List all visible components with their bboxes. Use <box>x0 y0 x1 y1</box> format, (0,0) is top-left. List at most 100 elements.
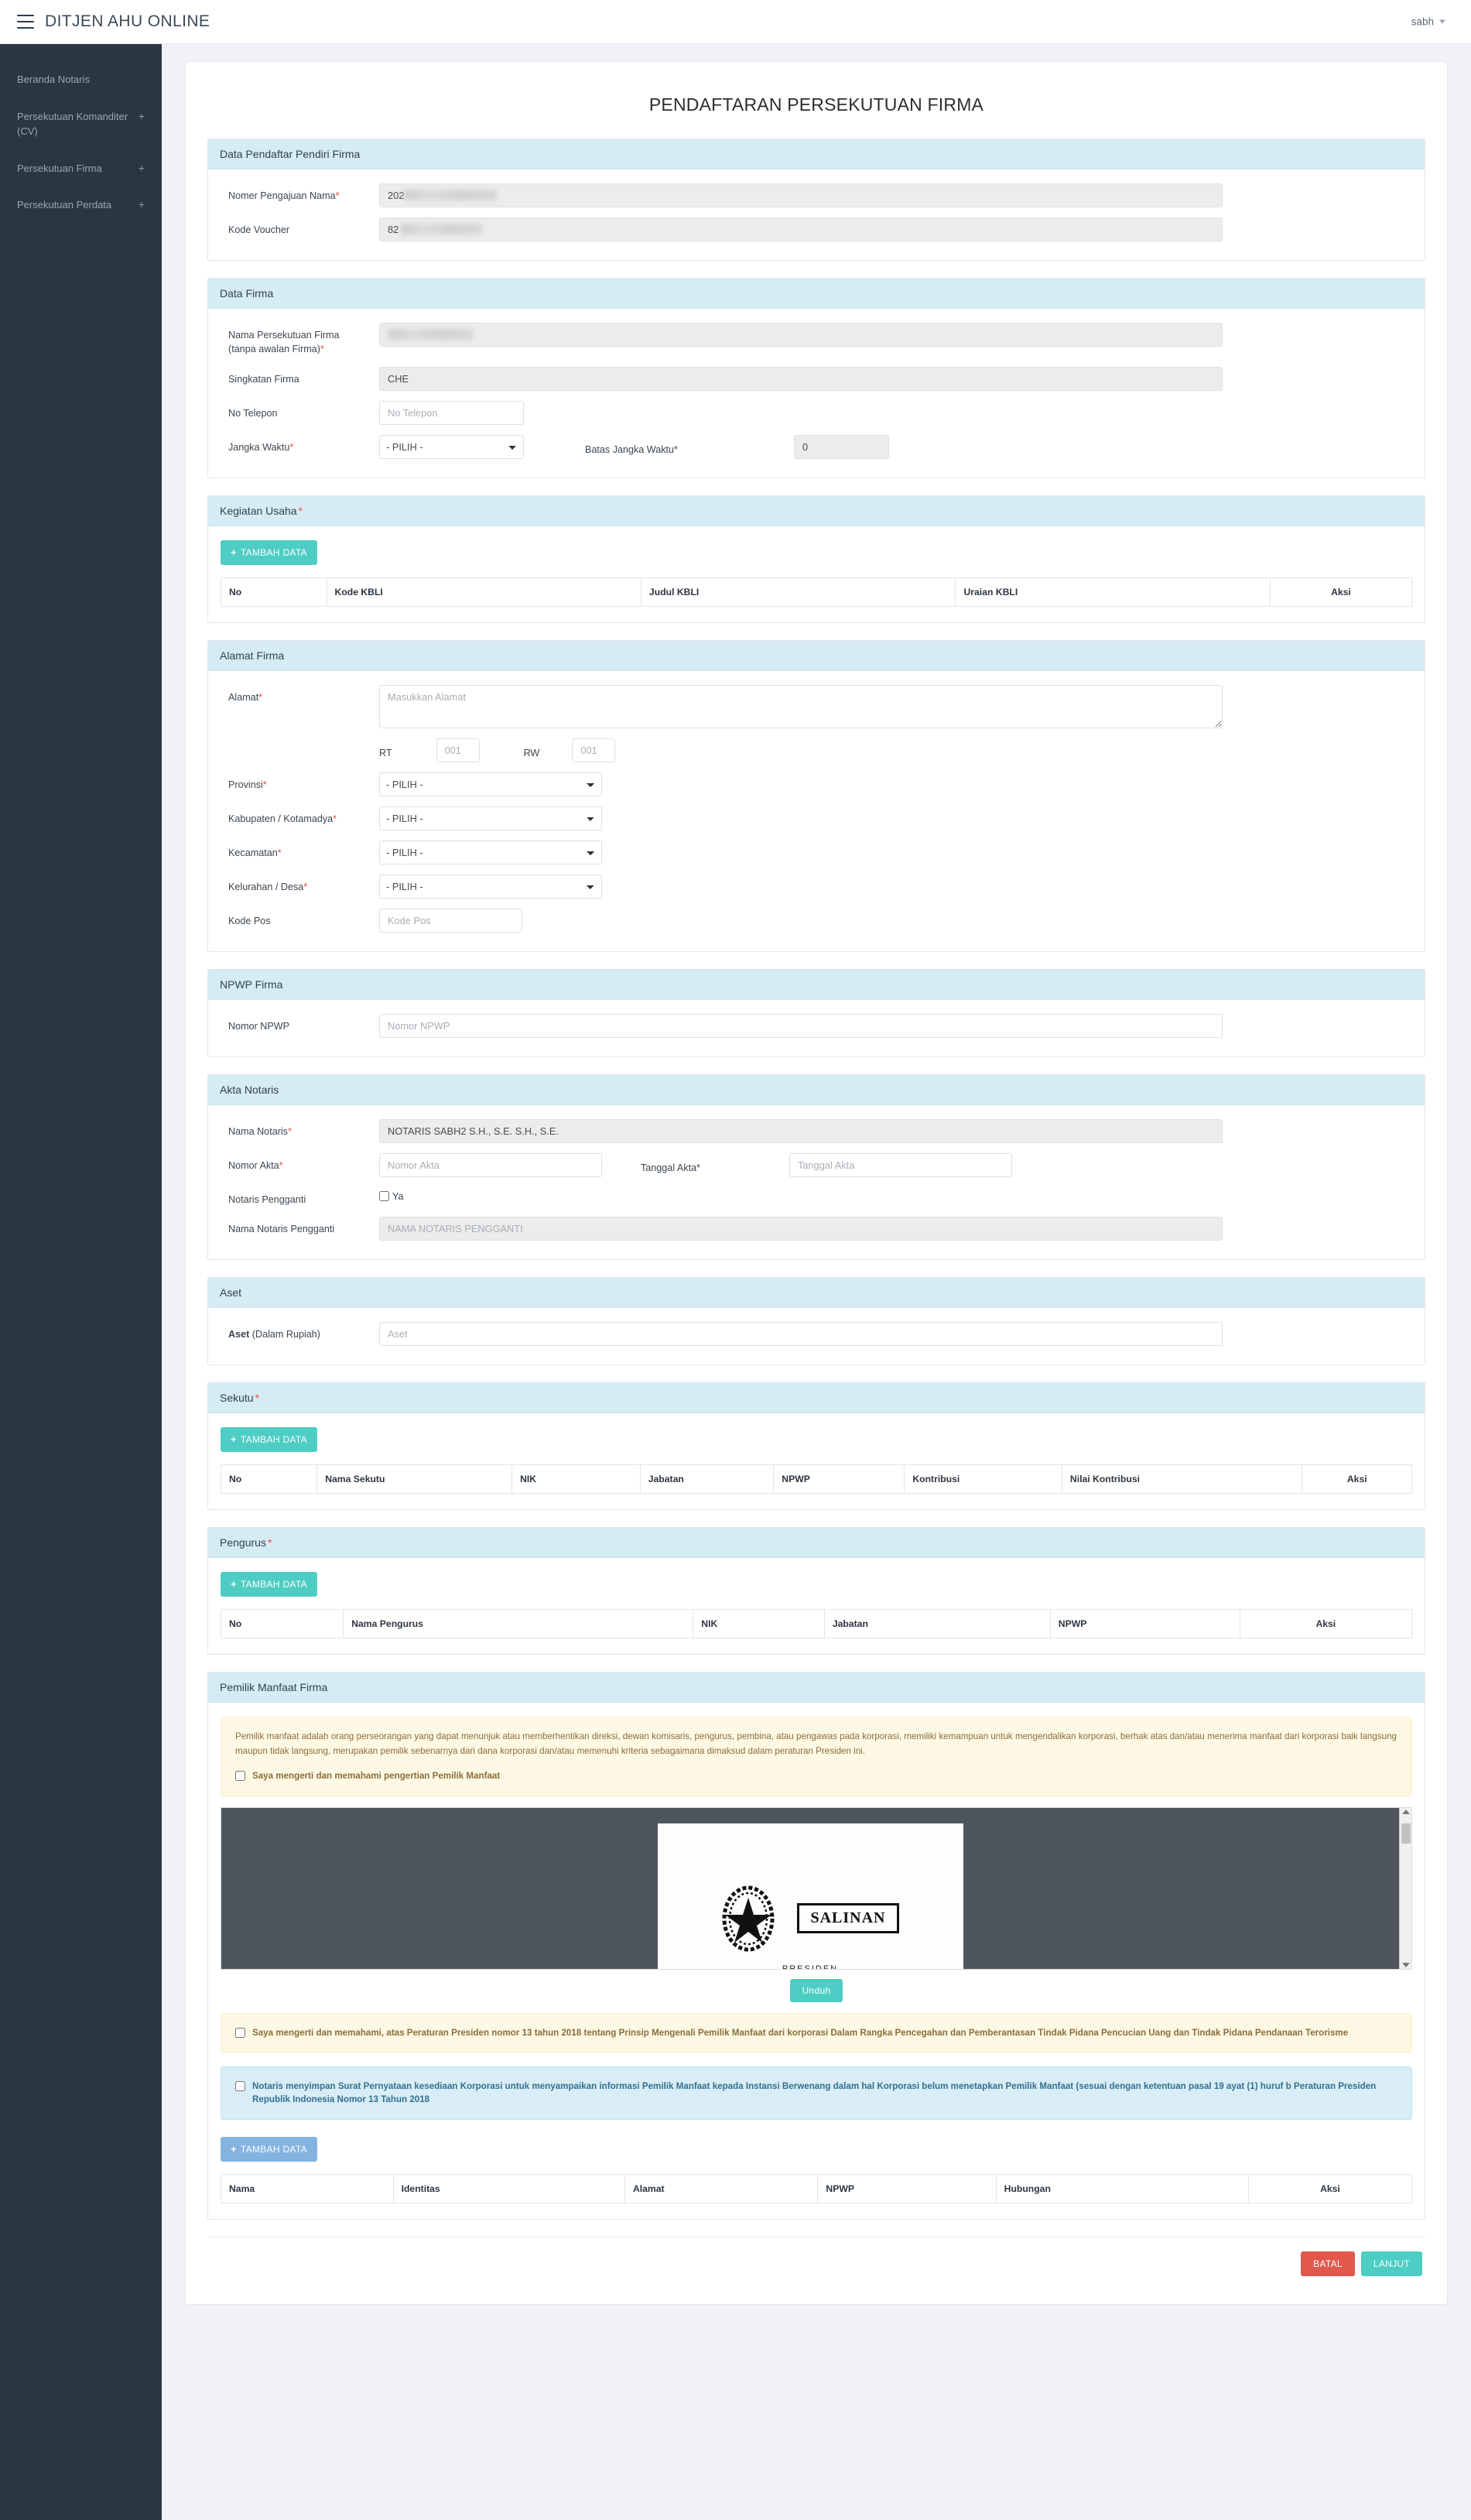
pengurus-add-button[interactable]: + TAMBAH DATA <box>221 1571 317 1597</box>
surat-pernyataan-label[interactable]: Notaris menyimpan Surat Pernyataan kesed… <box>252 2081 1377 2105</box>
panel-heading-text: Data Pendaftar Pendiri Firma <box>220 148 361 160</box>
nomor-pengajuan-input[interactable] <box>379 183 1223 207</box>
scrollbar-thumb[interactable] <box>1401 1823 1411 1844</box>
rt-input[interactable] <box>436 738 480 762</box>
column-header: Aksi <box>1239 1608 1413 1638</box>
pemilik-manfaat-table: Nama Identitas Alamat NPWP Hubungan Aksi <box>221 2173 1413 2203</box>
panel-heading: Sekutu * <box>208 1382 1425 1413</box>
surat-pernyataan-alert: Notaris menyimpan Surat Pernyataan kesed… <box>221 2066 1412 2120</box>
field-nomor-pengajuan-nama: Nomer Pengajuan Nama* <box>221 183 1412 207</box>
scroll-up-icon[interactable] <box>1401 1809 1410 1814</box>
kode-pos-input[interactable] <box>379 908 522 933</box>
field-label: Aset (Dalam Rupiah) <box>221 1322 379 1341</box>
sidebar-expand-icon: + <box>138 109 145 122</box>
field-label: Nama Persekutuan Firma (tanpa awalan Fir… <box>221 323 379 357</box>
pemilik-manfaat-add-button[interactable]: + TAMBAH DATA <box>221 2136 317 2162</box>
main-content: PENDAFTARAN PERSEKUTUAN FIRMA Data Penda… <box>162 44 1471 2328</box>
tanggal-akta-input[interactable] <box>789 1152 1013 1177</box>
scroll-down-icon[interactable] <box>1401 1962 1410 1967</box>
jangka-waktu-select[interactable]: - PILIH - <box>379 434 524 459</box>
pdf-scrollbar[interactable] <box>1399 1807 1411 1969</box>
button-label: TAMBAH DATA <box>240 1578 307 1590</box>
user-menu[interactable]: sabh <box>1401 11 1456 33</box>
field-label: Kabupaten / Kotamadya* <box>221 806 379 826</box>
kode-voucher-input[interactable] <box>379 217 1223 241</box>
no-telepon-input[interactable] <box>379 400 524 425</box>
alamat-textarea[interactable] <box>379 684 1223 728</box>
panel-heading: Pengurus * <box>208 1527 1425 1558</box>
pengurus-table: No Nama Pengurus NIK Jabatan NPWP Aksi <box>220 1608 1413 1638</box>
rw-input[interactable] <box>572 738 616 762</box>
cancel-button[interactable]: BATAL <box>1301 2251 1355 2276</box>
chevron-down-icon <box>1439 19 1445 24</box>
column-header: No <box>220 1464 318 1494</box>
kelurahan-select[interactable]: - PILIH - <box>379 874 602 899</box>
field-no-telepon: No Telepon <box>221 400 1412 425</box>
label-text: Singkatan Firma <box>228 373 299 385</box>
field-label: Alamat* <box>221 685 379 704</box>
provinsi-select[interactable]: - PILIH - <box>379 772 602 796</box>
batas-jangka-waktu-input[interactable] <box>793 434 889 459</box>
column-header: Nama <box>221 2173 394 2203</box>
table-header-row: No Nama Pengurus NIK Jabatan NPWP Aksi <box>220 1608 1413 1638</box>
notaris-pengganti-option-label: Ya <box>392 1190 404 1202</box>
kecamatan-select[interactable]: - PILIH - <box>379 840 602 865</box>
label-text: Aset <box>228 1328 250 1340</box>
column-header: Identitas <box>392 2173 625 2203</box>
panel-heading: Data Pendaftar Pendiri Firma <box>208 139 1425 169</box>
required-marker: * <box>303 881 308 892</box>
column-header: Hubungan <box>995 2173 1249 2203</box>
page-title: PENDAFTARAN PERSEKUTUAN FIRMA <box>648 94 984 115</box>
nomor-npwp-input[interactable] <box>379 1013 1223 1038</box>
required-marker: * <box>335 190 340 201</box>
column-header: Judul KBLI <box>640 577 956 607</box>
panel-kegiatan-usaha: Kegiatan Usaha * + TAMBAH DATA No Kode KB… <box>207 495 1425 623</box>
panel-aset: Aset Aset (Dalam Rupiah) <box>207 1276 1425 1365</box>
field-label: Nama Notaris Pengganti <box>221 1217 379 1236</box>
sidebar-item-label: Persekutuan Firma <box>17 162 102 174</box>
sidebar: Beranda Notaris Persekutuan Komanditer (… <box>0 44 162 2520</box>
panel-heading-text: Aset <box>220 1286 242 1299</box>
kegiatan-usaha-add-button[interactable]: + TAMBAH DATA <box>221 539 317 565</box>
understand-definition-label[interactable]: Saya mengerti dan memahami pengertian Pe… <box>252 1771 501 1782</box>
surat-pernyataan-check-row: Notaris menyimpan Surat Pernyataan kesed… <box>235 2080 1397 2107</box>
label-text: Nama Notaris <box>228 1125 288 1137</box>
sekutu-add-button[interactable]: + TAMBAH DATA <box>221 1426 317 1452</box>
plus-icon: + <box>231 2143 237 2155</box>
table-header-row: Nama Identitas Alamat NPWP Hubungan Aksi <box>221 2173 1413 2203</box>
aset-input[interactable] <box>379 1321 1223 1346</box>
notaris-pengganti-checkbox[interactable] <box>379 1191 389 1201</box>
label-text: Kelurahan / Desa <box>228 881 304 892</box>
redaction-mask <box>404 190 497 200</box>
perpres-agreement-checkbox[interactable] <box>235 2027 245 2038</box>
hamburger-icon[interactable] <box>17 15 34 29</box>
column-header: Alamat <box>624 2173 819 2203</box>
singkatan-firma-input[interactable] <box>379 366 1223 391</box>
field-label: Provinsi* <box>221 772 379 792</box>
panel-heading-text: Sekutu <box>220 1391 254 1404</box>
sidebar-item-persekutuan-perdata[interactable]: Persekutuan Perdata + <box>0 187 162 224</box>
nama-notaris-pengganti-input[interactable] <box>379 1216 1223 1241</box>
label-text: Batas Jangka Waktu <box>585 443 675 455</box>
required-marker: * <box>287 1125 292 1137</box>
surat-pernyataan-checkbox[interactable] <box>235 2081 245 2092</box>
unduh-button[interactable]: Unduh <box>789 1978 843 2002</box>
sidebar-item-persekutuan-komanditer-cv[interactable]: Persekutuan Komanditer (CV) + <box>0 98 162 150</box>
nama-notaris-input[interactable] <box>379 1118 1223 1143</box>
sidebar-item-beranda-notaris[interactable]: Beranda Notaris <box>0 61 162 98</box>
column-header: Kode KBLI <box>326 577 641 607</box>
button-label: TAMBAH DATA <box>240 1433 307 1445</box>
pdf-preview[interactable]: SALINAN PRESIDEN <box>221 1806 1412 1970</box>
understand-definition-checkbox[interactable] <box>235 1771 245 1782</box>
nomor-akta-input[interactable] <box>379 1152 602 1177</box>
field-label: Nama Notaris* <box>221 1119 379 1138</box>
panel-npwp-firma: NPWP Firma Nomor NPWP <box>207 968 1425 1057</box>
nama-persekutuan-firma-input[interactable] <box>379 323 1223 347</box>
field-kelurahan: Kelurahan / Desa* - PILIH - <box>221 874 1412 899</box>
label-text: Tanggal Akta <box>641 1162 697 1173</box>
next-button[interactable]: LANJUT <box>1360 2251 1422 2276</box>
column-header: NPWP <box>817 2173 997 2203</box>
perpres-agreement-label[interactable]: Saya mengerti dan memahami, atas Peratur… <box>252 2027 1349 2038</box>
kabupaten-select[interactable]: - PILIH - <box>379 806 602 830</box>
sidebar-item-persekutuan-firma[interactable]: Persekutuan Firma + <box>0 150 162 187</box>
